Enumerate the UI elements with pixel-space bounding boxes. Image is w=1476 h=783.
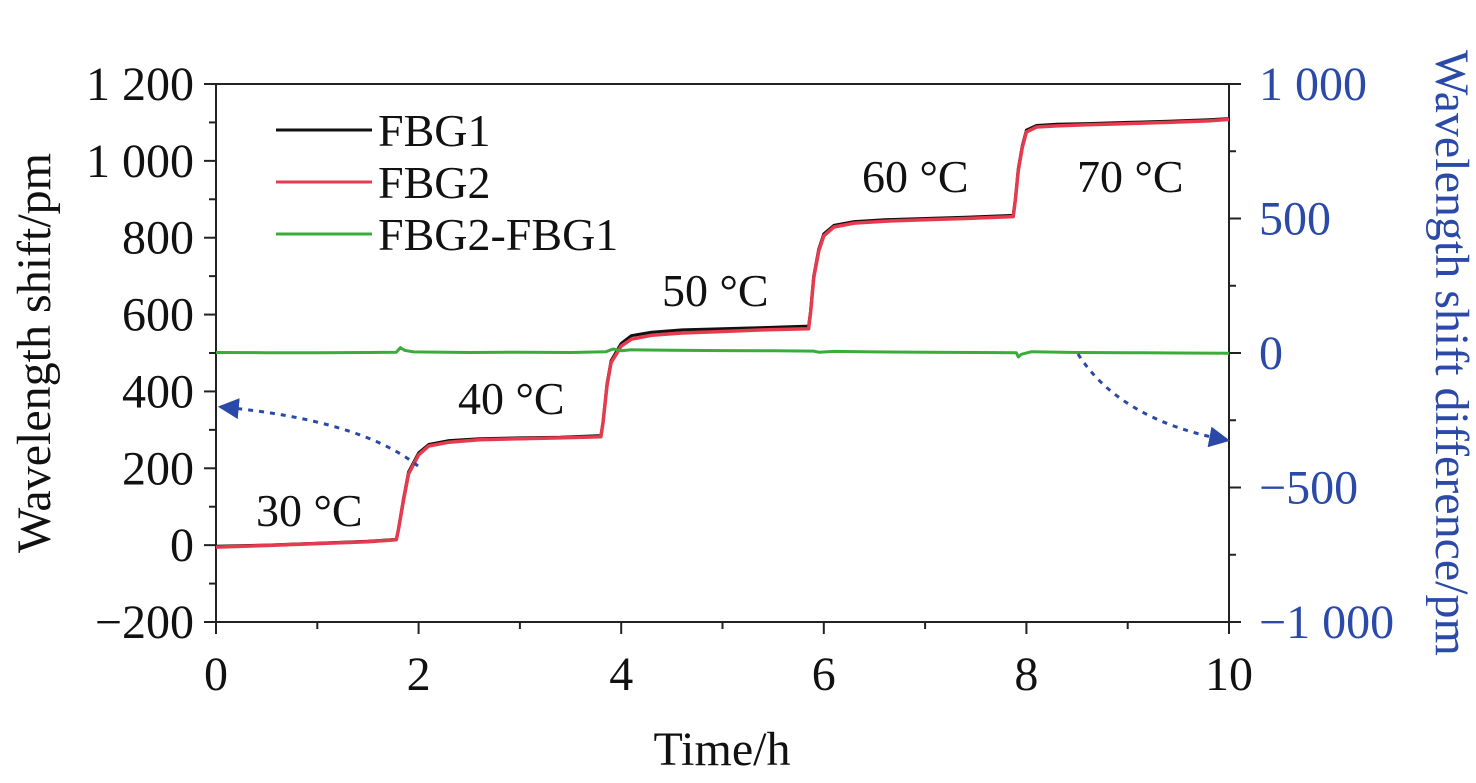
- series-line-fbg2-fbg1: [215, 346, 1230, 359]
- y-tick-label: 400: [122, 365, 194, 418]
- x-tick-label: 2: [407, 648, 431, 701]
- x-tick-label: 6: [812, 648, 836, 701]
- y2-tick-label: −500: [1259, 462, 1358, 515]
- y-tick-label: 600: [122, 289, 194, 342]
- legend-label-diff: FBG2-FBG1: [378, 209, 618, 260]
- y-tick-label: 200: [122, 442, 194, 495]
- axis-ticks: [204, 83, 1241, 634]
- y-tick-label: 0: [170, 519, 194, 572]
- x-axis-title: Time/h: [654, 723, 791, 776]
- y2-tick-label: 1 000: [1259, 58, 1367, 111]
- x-tick-label: 4: [609, 648, 633, 701]
- legend: FBG1 FBG2 FBG2-FBG1: [276, 105, 618, 260]
- y-tick-label: 1 200: [86, 58, 194, 111]
- y2-tick-label: 0: [1259, 327, 1283, 380]
- arrow-to-right-axis: [1076, 353, 1231, 448]
- y2-tick-label: 500: [1259, 193, 1331, 246]
- x-tick-label: 8: [1014, 648, 1038, 701]
- legend-label-fbg1: FBG1: [378, 105, 490, 156]
- y2-tick-label: −1 000: [1259, 596, 1394, 649]
- arrow-to-left-axis: [217, 398, 419, 468]
- legend-label-fbg2: FBG2: [378, 157, 490, 208]
- annotation-70c: 70 °C: [1077, 151, 1184, 202]
- y-tick-label: 1 000: [86, 135, 194, 188]
- x-tick-label: 10: [1205, 648, 1253, 701]
- y-axis-title: Wavelength shift/pm: [8, 153, 61, 553]
- y-tick-label: 800: [122, 212, 194, 265]
- annotation-50c: 50 °C: [662, 265, 769, 316]
- annotation-30c: 30 °C: [256, 485, 363, 536]
- x-tick-label: 0: [204, 648, 228, 701]
- y2-axis-title: Wavelength shift difference/pm: [1425, 50, 1476, 656]
- y-tick-label: −200: [95, 596, 194, 649]
- annotation-40c: 40 °C: [458, 373, 565, 424]
- annotation-60c: 60 °C: [862, 151, 969, 202]
